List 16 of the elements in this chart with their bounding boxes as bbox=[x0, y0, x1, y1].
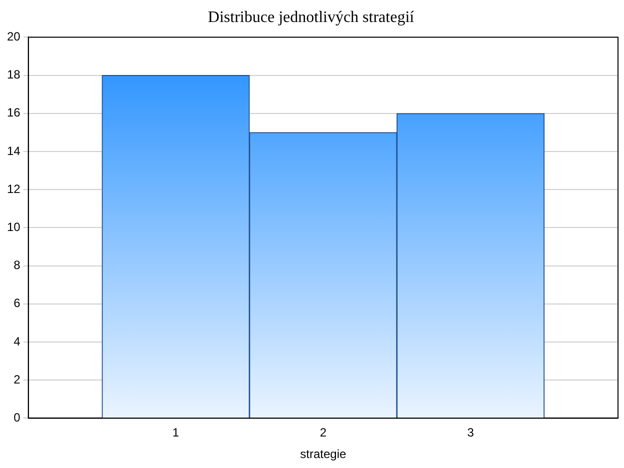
y-tick-label: 4 bbox=[14, 334, 21, 348]
chart-title: Distribuce jednotlivých strategií bbox=[208, 8, 415, 26]
x-tick-label: 1 bbox=[172, 426, 180, 440]
y-tick-label: 14 bbox=[6, 144, 21, 158]
y-tick-label: 18 bbox=[6, 68, 21, 82]
y-tick-label: 8 bbox=[14, 258, 21, 272]
y-tick-label: 20 bbox=[6, 30, 21, 44]
y-tick-label: 2 bbox=[14, 372, 21, 386]
x-tick-label: 2 bbox=[320, 426, 327, 440]
y-tick-label: 10 bbox=[6, 220, 21, 234]
y-tick-label: 12 bbox=[6, 182, 21, 196]
x-tick-label: 3 bbox=[467, 426, 474, 440]
y-tick-label: 0 bbox=[14, 410, 21, 425]
x-axis-title: strategie bbox=[300, 447, 347, 462]
y-tick-label: 6 bbox=[14, 296, 21, 310]
y-tick-label: 16 bbox=[6, 106, 21, 120]
